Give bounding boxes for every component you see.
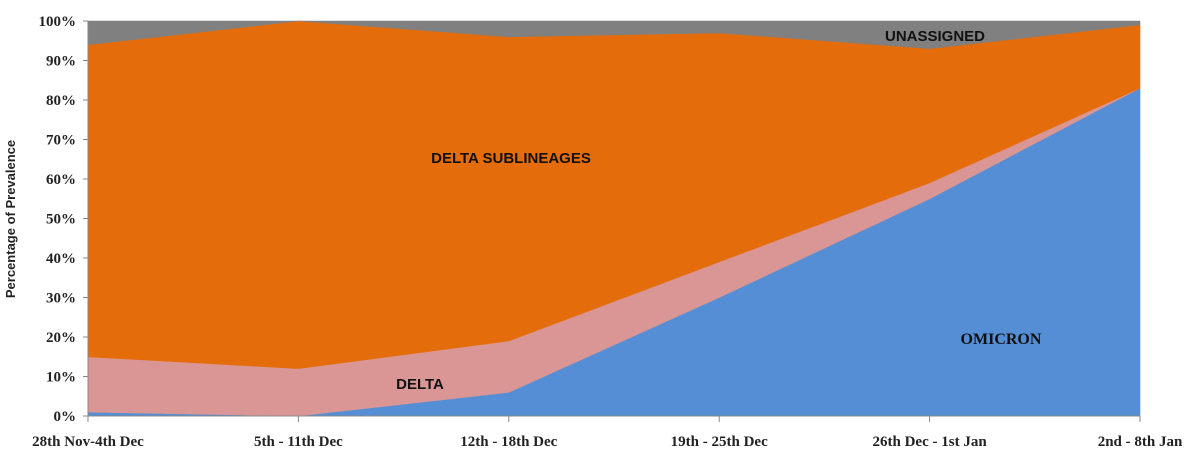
- y-tick-label: 50%: [46, 212, 76, 228]
- y-tick-label: 30%: [46, 291, 76, 307]
- series-label-unassigned: UNASSIGNED: [885, 28, 985, 45]
- y-tick-labels: 0% 10% 20% 30% 40% 50% 60% 70% 80% 90% 100%: [39, 14, 88, 425]
- y-tick-label: 10%: [46, 370, 76, 386]
- y-tick-label: 0%: [54, 409, 77, 425]
- x-tick-label: 26th Dec - 1st Jan: [873, 434, 988, 450]
- area-layers: [87, 20, 1141, 417]
- y-tick-label: 100%: [39, 14, 77, 30]
- y-tick-label: 20%: [46, 330, 76, 346]
- x-tick-label: 19th - 25th Dec: [671, 434, 768, 450]
- series-label-omicron: OMICRON: [961, 331, 1042, 348]
- series-label-delta-sublineages: DELTA SUBLINEAGES: [431, 150, 591, 167]
- y-tick-label: 80%: [46, 93, 76, 109]
- y-tick-label: 60%: [46, 172, 76, 188]
- series-label-delta: DELTA: [396, 376, 444, 393]
- x-tick-label: 12th - 18th Dec: [460, 434, 557, 450]
- y-tick-label: 40%: [46, 251, 76, 267]
- x-tick-label: 5th - 11th Dec: [254, 434, 343, 450]
- y-axis-label: Percentage of Prevalence: [3, 140, 18, 298]
- area-unassigned: [87, 20, 1141, 49]
- series-labels: OMICRON DELTA DELTA SUBLINEAGES UNASSIGNED: [396, 28, 1042, 393]
- y-tick-label: 70%: [46, 133, 76, 149]
- x-tick-label: 2nd - 8th Jan: [1098, 434, 1183, 450]
- x-tick-labels: 28th Nov-4th Dec 5th - 11th Dec 12th - 18t…: [32, 416, 1183, 450]
- x-tick-label: 28th Nov-4th Dec: [32, 434, 144, 450]
- y-tick-label: 90%: [46, 54, 76, 70]
